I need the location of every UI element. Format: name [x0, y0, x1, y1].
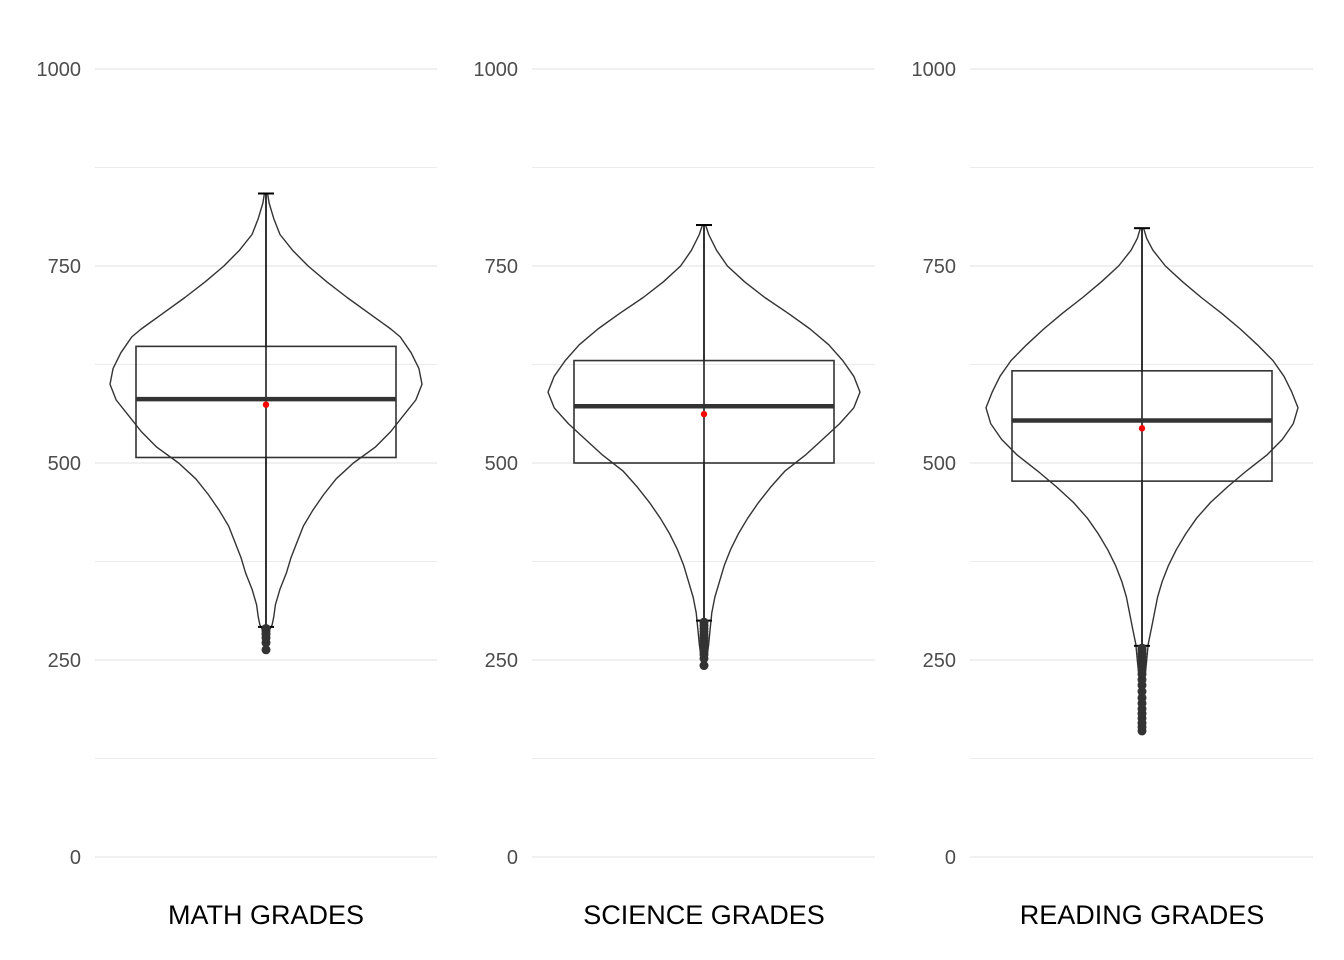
y-tick-label: 500: [485, 453, 518, 475]
outlier-point: [261, 645, 271, 655]
panel-label: SCIENCE GRADES: [583, 900, 825, 930]
y-tick-label: 500: [923, 453, 956, 475]
y-tick-label: 250: [923, 650, 956, 672]
y-tick-label: 750: [485, 256, 518, 278]
y-tick-label: 750: [923, 256, 956, 278]
outlier-point: [1137, 643, 1147, 653]
y-tick-label: 1000: [474, 59, 519, 81]
outlier-point: [699, 661, 709, 671]
mean-point: [1138, 425, 1146, 432]
y-tick-label: 750: [48, 256, 81, 278]
y-tick-label: 1000: [912, 59, 957, 81]
y-tick-label: 0: [70, 847, 81, 869]
panel-label: MATH GRADES: [168, 900, 364, 930]
y-tick-label: 250: [48, 650, 81, 672]
outlier-point: [261, 623, 271, 633]
outlier-point: [1137, 687, 1147, 697]
y-tick-label: 1000: [37, 59, 82, 81]
mean-point: [262, 401, 270, 408]
outlier-point: [1137, 693, 1147, 703]
outlier-point: [699, 617, 709, 627]
y-tick-label: 250: [485, 650, 518, 672]
y-tick-label: 0: [945, 847, 956, 869]
y-tick-label: 500: [48, 453, 81, 475]
mean-point: [700, 410, 708, 418]
panel-label: READING GRADES: [1020, 900, 1265, 930]
y-tick-label: 0: [507, 847, 518, 869]
